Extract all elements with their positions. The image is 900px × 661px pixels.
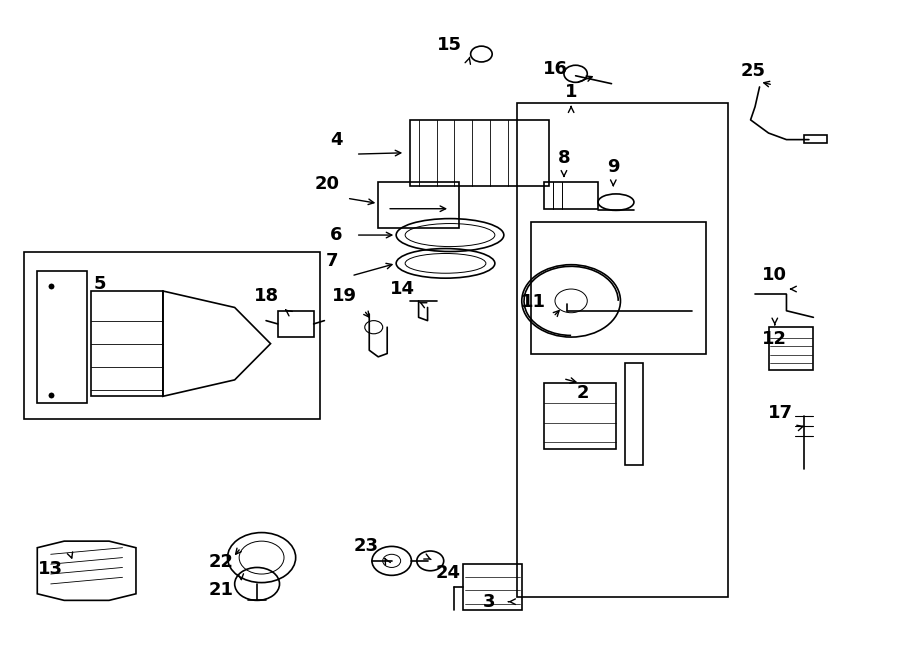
Text: 1: 1 (565, 83, 578, 101)
Text: 11: 11 (521, 293, 546, 311)
Text: 7: 7 (325, 253, 338, 270)
Text: 15: 15 (436, 36, 462, 54)
Text: 6: 6 (329, 226, 342, 244)
Bar (518, 103, 728, 597)
Bar (769, 327, 814, 370)
Text: 22: 22 (209, 553, 234, 571)
Bar (531, 222, 706, 354)
Text: 16: 16 (544, 59, 569, 77)
Bar (378, 182, 459, 229)
Bar (544, 383, 616, 449)
Text: 17: 17 (768, 404, 793, 422)
Text: 23: 23 (354, 537, 379, 555)
Text: 20: 20 (315, 175, 339, 193)
Text: 13: 13 (38, 560, 63, 578)
Bar (91, 291, 163, 397)
Text: 10: 10 (762, 266, 788, 284)
Bar (37, 271, 86, 403)
Text: 14: 14 (390, 280, 415, 298)
Text: 25: 25 (741, 61, 766, 79)
Text: 5: 5 (94, 276, 106, 293)
Bar (544, 182, 598, 209)
Bar (625, 364, 643, 465)
Bar (23, 252, 319, 419)
Text: 19: 19 (331, 287, 356, 305)
Text: 4: 4 (329, 131, 342, 149)
Bar (410, 120, 549, 186)
Text: 12: 12 (762, 330, 788, 348)
Text: 9: 9 (607, 158, 619, 176)
Bar (805, 135, 827, 143)
Text: 8: 8 (558, 149, 571, 167)
Bar (278, 311, 313, 337)
Text: 24: 24 (436, 564, 461, 582)
Text: 3: 3 (482, 593, 495, 611)
Text: 21: 21 (209, 582, 234, 600)
Bar (464, 564, 522, 610)
Text: 18: 18 (254, 287, 279, 305)
Text: 2: 2 (577, 384, 589, 402)
